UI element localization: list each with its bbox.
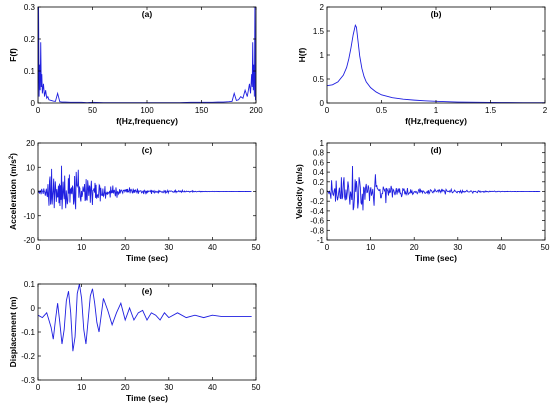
x-tick-label-c: 0 (36, 243, 41, 252)
x-tick-label-d: 0 (325, 243, 330, 252)
series-line-e-0 (38, 284, 252, 352)
x-tick-label-c: 20 (121, 243, 130, 252)
y-tick-label-d: 0.2 (313, 178, 325, 187)
panel-title-b: (b) (431, 9, 442, 19)
x-axis-label-e: Time (sec) (126, 393, 168, 403)
x-tick-label-c: 50 (252, 243, 261, 252)
x-tick-label-a: 0 (36, 106, 41, 115)
x-tick-label-d: 10 (366, 243, 375, 252)
y-tick-label-e: -0.2 (21, 352, 35, 361)
x-axis-label-b: f(Hz,frequency) (405, 116, 467, 126)
panel-b: 0 0.5 1 1.5 2 0 0.5 1 1.5 2 (b) f(Hz,frequency) H(f) (297, 3, 548, 126)
y-tick-label-c: -20 (23, 236, 35, 245)
series-line-c-0 (38, 165, 252, 210)
y-tick-label-d: 0 (320, 188, 325, 197)
y-tick-label-d: -0.8 (310, 226, 324, 235)
y-tick-label-d: 0.4 (313, 168, 325, 177)
x-axis-label-c: Time (sec) (126, 253, 168, 263)
y-tick-label-c: -10 (23, 212, 35, 221)
x-tick-label-e: 20 (121, 383, 130, 392)
panel-title-a: (a) (142, 9, 153, 19)
y-tick-label-c: 0 (31, 188, 36, 197)
y-tick-label-d: 0.8 (313, 149, 325, 158)
y-tick-label-c: 10 (26, 163, 35, 172)
panel-title-e: (e) (142, 286, 153, 296)
y-tick-label-d: 1 (320, 139, 325, 148)
y-tick-label-b: 0.5 (313, 75, 325, 84)
y-tick-label-a: 0.3 (24, 3, 36, 12)
x-tick-label-b: 0.5 (376, 106, 388, 115)
x-tick-label-c: 10 (77, 243, 86, 252)
x-tick-label-d: 30 (453, 243, 462, 252)
x-tick-label-c: 40 (208, 243, 217, 252)
series-line-a-0 (38, 7, 256, 103)
y-tick-label-e: -0.3 (21, 376, 35, 385)
x-tick-label-b: 1 (434, 106, 439, 115)
y-tick-label-a: 0 (31, 99, 36, 108)
y-axis-label-d: Velocity (m/s) (294, 164, 304, 219)
x-axis-label-a: f(Hz,frequency) (116, 116, 178, 126)
panel-a: 0 50 100 150 200 0 0.1 0.2 0.3 (a) f(Hz,frequency)… (8, 3, 263, 126)
panel-title-d: (d) (431, 145, 442, 155)
x-tick-label-b: 0 (325, 106, 330, 115)
y-tick-label-d: -0.4 (310, 207, 324, 216)
x-tick-label-a: 200 (249, 106, 263, 115)
axes-box-a (37, 6, 257, 104)
x-tick-label-e: 40 (208, 383, 217, 392)
x-tick-label-b: 1.5 (485, 106, 497, 115)
x-tick-label-a: 100 (140, 106, 154, 115)
series-line-b-0 (327, 24, 545, 103)
y-tick-label-e: 0 (31, 304, 36, 313)
panel-d: 0 10 20 30 40 50-1-0.8-0.6-0.4-0.200.20.40.60… (294, 139, 550, 263)
series-line-d-0 (327, 165, 541, 211)
y-tick-label-d: -0.6 (310, 217, 324, 226)
panel-e: 0 10 20 30 40 50 -0.3 -0.2 -0.1 0 0.1 (e) Time (sec)… (8, 280, 261, 403)
x-tick-label-b: 2 (543, 106, 548, 115)
x-tick-label-c: 30 (164, 243, 173, 252)
panel-c: 0 10 20 30 40 50 -20 -10 0 10 20 (c) Time (sec) Accel… (8, 139, 261, 263)
y-axis-label-a: F(f) (8, 48, 18, 62)
x-axis-label-d: Time (sec) (415, 253, 457, 263)
x-tick-label-e: 50 (252, 383, 261, 392)
x-tick-label-d: 40 (497, 243, 506, 252)
y-axis-label-e: Displacement (m) (8, 296, 18, 367)
y-axis-label-c: Acceleration (m/s2) (8, 153, 18, 230)
y-tick-label-a: 0.1 (24, 67, 36, 76)
x-tick-label-e: 10 (77, 383, 86, 392)
y-tick-label-d: -0.2 (310, 197, 324, 206)
x-tick-label-d: 50 (541, 243, 550, 252)
y-tick-label-b: 0 (320, 99, 325, 108)
y-tick-label-b: 1 (320, 51, 325, 60)
x-tick-label-a: 50 (88, 106, 97, 115)
y-tick-label-d: -1 (317, 236, 325, 245)
y-tick-label-c: 20 (26, 139, 35, 148)
y-tick-label-e: -0.1 (21, 328, 35, 337)
x-tick-label-d: 20 (410, 243, 419, 252)
axes-box-e (37, 283, 257, 381)
y-tick-label-b: 2 (320, 3, 325, 12)
y-tick-label-a: 0.2 (24, 35, 36, 44)
panel-title-c: (c) (142, 145, 153, 155)
x-tick-label-a: 150 (195, 106, 209, 115)
y-tick-label-b: 1.5 (313, 27, 325, 36)
y-tick-label-e: 0.1 (24, 280, 36, 289)
y-tick-label-d: 0.6 (313, 158, 325, 167)
y-axis-label-b: H(f) (297, 48, 307, 63)
x-tick-label-e: 30 (164, 383, 173, 392)
x-tick-label-e: 0 (36, 383, 41, 392)
